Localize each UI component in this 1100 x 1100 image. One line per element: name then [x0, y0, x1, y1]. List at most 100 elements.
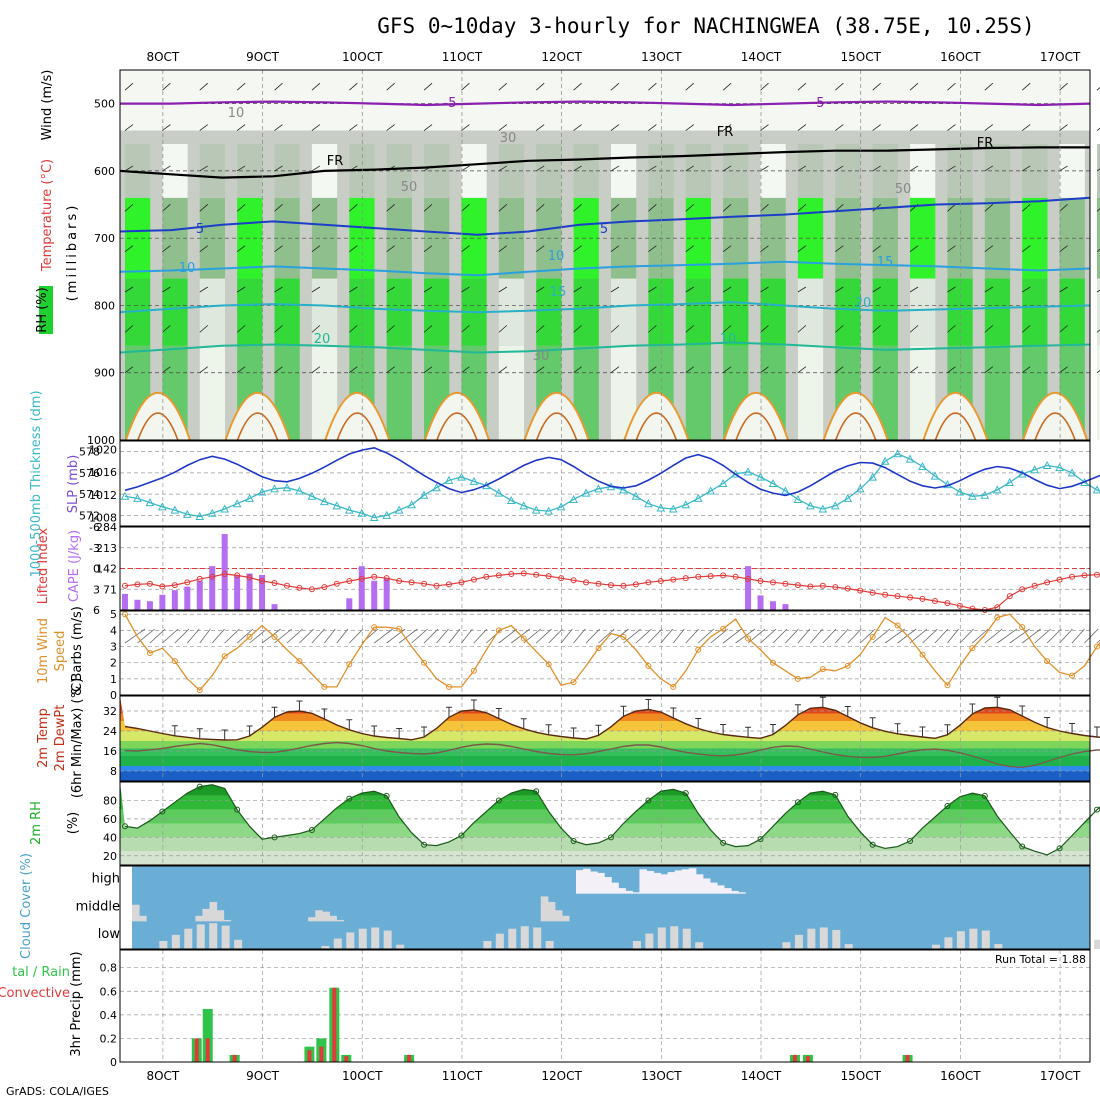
- wind-barb: [847, 628, 862, 644]
- panels-layer: [119, 70, 1100, 1063]
- cloud-low-bar: [832, 929, 841, 949]
- ua-rh-cell: [797, 278, 824, 346]
- li-marker: [234, 572, 241, 579]
- ua-rh-cell: [760, 278, 786, 346]
- li-marker: [720, 572, 727, 579]
- ua-wind-barb: [349, 286, 358, 293]
- wind-speed-marker: [271, 633, 278, 640]
- cloud-level-label: low: [98, 927, 121, 942]
- ua-heating-dome-inner: [1034, 412, 1076, 441]
- ua-wind-barb: [162, 366, 171, 374]
- wind-barb: [199, 628, 211, 644]
- wind-barb: [1021, 628, 1041, 644]
- ua-wind-barb: [722, 82, 732, 91]
- li-marker: [483, 573, 490, 580]
- ua-wind-barb: [274, 325, 283, 333]
- li-marker: [134, 581, 141, 588]
- li-marker: [657, 577, 664, 584]
- thickness-marker: [519, 501, 529, 510]
- precip-conv-bar: [205, 1038, 210, 1062]
- cloud-low-bar: [695, 942, 704, 949]
- ua-wind-barb: [162, 203, 171, 212]
- li-marker: [919, 595, 926, 602]
- ua-wind-barb: [1096, 289, 1100, 293]
- cloud-mid-bar: [308, 917, 316, 922]
- wind-barb: [498, 628, 518, 644]
- li-marker: [757, 577, 764, 584]
- temp-band: [120, 756, 1090, 766]
- wind-speed-marker: [246, 633, 253, 640]
- wind-speed-marker: [869, 633, 876, 640]
- li-marker: [1019, 586, 1026, 593]
- ua-wind-barb: [1059, 82, 1068, 91]
- ua-heating-dome: [523, 392, 590, 441]
- wind-speed-marker: [695, 646, 702, 653]
- precip-tick: 0.8: [100, 962, 118, 975]
- wind-barb: [461, 628, 473, 644]
- panel-frame: [119, 781, 1091, 866]
- ua-wind-barb: [311, 124, 321, 131]
- ua-wind-barb: [760, 165, 769, 172]
- cloud-low-bar: [533, 927, 542, 949]
- slp-tick: 1020: [89, 444, 117, 457]
- wind-speed-marker: [371, 624, 378, 631]
- rh-marker: [1093, 806, 1100, 813]
- cape-bar: [259, 574, 266, 610]
- ua-wind-barb: [535, 325, 545, 333]
- ua-wind-barb: [984, 165, 994, 172]
- ua-wind-barb: [423, 245, 433, 252]
- ua-wind-barb: [311, 82, 321, 91]
- ua-wind-barb: [498, 203, 508, 212]
- thickness-marker: [1092, 485, 1100, 494]
- thickness-marker: [980, 490, 990, 499]
- wind-barb: [735, 628, 756, 644]
- ua-contour-label: FR: [977, 136, 994, 151]
- wind-barb: [311, 628, 325, 644]
- cape-bar: [184, 586, 191, 610]
- ua-wind-barb: [236, 366, 246, 374]
- slp-label: SLP (mb): [66, 455, 81, 514]
- ua-wind-barb: [1021, 203, 1031, 212]
- cloud-low-bar: [321, 945, 330, 949]
- cloud-label: Cloud Cover (%): [19, 853, 34, 959]
- ua-rh-cell: [1096, 144, 1100, 198]
- ua-wind-barb: [648, 203, 657, 212]
- rh-marker: [1056, 845, 1063, 852]
- ua-rh-cell: [835, 278, 861, 346]
- ua-wind-barb: [423, 325, 433, 333]
- cloud-high-bar: [653, 872, 662, 894]
- ua-wind-barb: [685, 366, 694, 374]
- wind-barb: [548, 628, 563, 644]
- ua-wind-barb: [423, 82, 433, 91]
- panel-frame: [119, 695, 1091, 782]
- ua-wind-barb: [610, 203, 620, 212]
- x-tick-bottom: 11OCT: [442, 1069, 483, 1083]
- precip-conv-bar: [905, 1054, 910, 1062]
- li-marker: [570, 577, 577, 584]
- ua-rh-cell: [984, 345, 1011, 440]
- cloud-high-bar: [604, 877, 612, 894]
- ua-wind-barb: [872, 165, 881, 172]
- cloud-mid-bar: [336, 919, 344, 922]
- ua-wind-barb: [947, 366, 956, 374]
- ua-wind-barb: [236, 325, 246, 333]
- ua-rh-cell: [1059, 278, 1085, 346]
- ua-wind-barb: [947, 203, 956, 212]
- thickness-marker: [382, 510, 392, 519]
- cloud-low-bar: [807, 928, 816, 949]
- li-marker: [645, 579, 652, 586]
- ua-wind-barb: [1059, 286, 1068, 293]
- ua-wind-barb: [909, 245, 919, 252]
- thickness-marker: [718, 478, 728, 487]
- precip-conv-bar: [805, 1056, 810, 1062]
- cloud-high-bar: [731, 890, 739, 894]
- wind-speed-marker: [520, 635, 527, 642]
- li-marker: [583, 579, 590, 586]
- cloud-mid-bar: [547, 901, 556, 922]
- cloud-mid-bar: [329, 915, 337, 922]
- credit-label: GrADS: COLA/IGES: [6, 1085, 109, 1098]
- x-tick-bottom: 14OCT: [741, 1069, 782, 1083]
- ua-wind-barb: [349, 203, 358, 212]
- li-marker: [1081, 572, 1088, 579]
- wind-speed-marker: [196, 687, 203, 694]
